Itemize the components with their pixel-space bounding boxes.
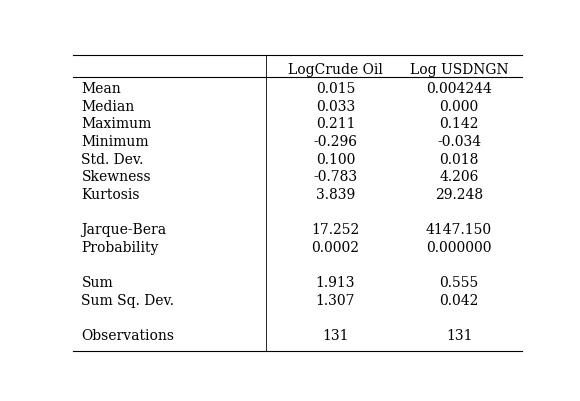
Text: 0.033: 0.033: [316, 99, 355, 113]
Text: Log USDNGN: Log USDNGN: [409, 63, 509, 77]
Text: -0.034: -0.034: [437, 135, 481, 149]
Text: 4147.150: 4147.150: [426, 223, 492, 237]
Text: 0.555: 0.555: [440, 275, 478, 290]
Text: 1.913: 1.913: [316, 275, 355, 290]
Text: 29.248: 29.248: [435, 188, 483, 201]
Text: 0.000000: 0.000000: [426, 240, 492, 254]
Text: Minimum: Minimum: [81, 135, 149, 149]
Text: Skewness: Skewness: [81, 170, 151, 184]
Text: -0.783: -0.783: [313, 170, 357, 184]
Text: 0.015: 0.015: [316, 82, 355, 96]
Text: 17.252: 17.252: [311, 223, 360, 237]
Text: 0.100: 0.100: [316, 152, 355, 166]
Text: 0.211: 0.211: [316, 117, 355, 131]
Text: 0.142: 0.142: [439, 117, 479, 131]
Text: Kurtosis: Kurtosis: [81, 188, 140, 201]
Text: 0.018: 0.018: [440, 152, 478, 166]
Text: Jarque-Bera: Jarque-Bera: [81, 223, 166, 237]
Text: Sum Sq. Dev.: Sum Sq. Dev.: [81, 293, 175, 307]
Text: Median: Median: [81, 99, 135, 113]
Text: 0.004244: 0.004244: [426, 82, 492, 96]
Text: LogCrude Oil: LogCrude Oil: [288, 63, 383, 77]
Text: 131: 131: [322, 328, 349, 342]
Text: Std. Dev.: Std. Dev.: [81, 152, 144, 166]
Text: 4.206: 4.206: [440, 170, 478, 184]
Text: 1.307: 1.307: [316, 293, 355, 307]
Text: 0.0002: 0.0002: [311, 240, 360, 254]
Text: 131: 131: [446, 328, 472, 342]
Text: -0.296: -0.296: [313, 135, 357, 149]
Text: 0.000: 0.000: [440, 99, 478, 113]
Text: Sum: Sum: [81, 275, 113, 290]
Text: 0.042: 0.042: [440, 293, 478, 307]
Text: Mean: Mean: [81, 82, 121, 96]
Text: Probability: Probability: [81, 240, 159, 254]
Text: Maximum: Maximum: [81, 117, 152, 131]
Text: Observations: Observations: [81, 328, 175, 342]
Text: 3.839: 3.839: [316, 188, 355, 201]
